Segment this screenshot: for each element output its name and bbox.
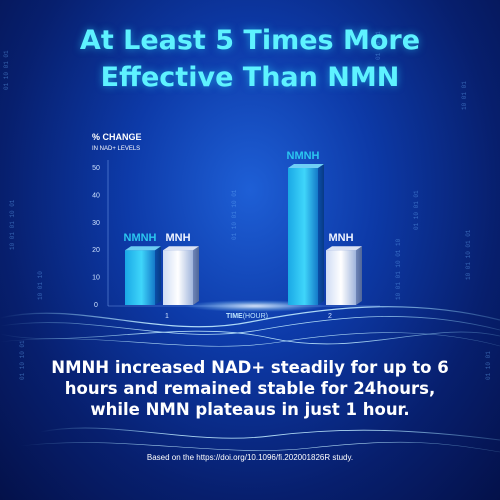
svg-text:01 10 01 01: 01 10 01 01: [3, 50, 10, 90]
y-tick-label: 40: [92, 192, 100, 199]
y-tick-label: 50: [92, 165, 100, 172]
y-axis-label: % CHANGE: [92, 132, 142, 142]
svg-text:10 01 01: 10 01 01: [461, 81, 468, 110]
bar-front: [288, 168, 318, 305]
binary-stream-decoration: 01 10 01 01 10 01 01 10 01 01 10 10 01 1…: [3, 31, 492, 380]
svg-text:10 01 10: 10 01 10: [37, 271, 44, 300]
svg-text:01 10 10 01: 01 10 10 01: [19, 340, 26, 380]
bar-top: [288, 164, 324, 168]
bars-layer: NMNH MNH NMNH MNH: [124, 150, 362, 305]
bar-mnh-2: [326, 246, 362, 305]
study-footnote: Based on the https://doi.org/10.1096/fi.…: [146, 453, 354, 462]
svg-text:01 10 01: 01 10 01: [485, 351, 492, 380]
description-text: NMNH increased NAD+ steadily for up to 6…: [0, 357, 500, 420]
bar-top: [326, 246, 362, 251]
svg-text:10 01 01 10 01 10: 10 01 01 10 01 10: [395, 238, 402, 300]
bar-front: [125, 250, 155, 305]
x-tick-label: 2: [328, 313, 332, 320]
y-tick-label: 30: [92, 220, 100, 227]
y-tick-label: 10: [92, 275, 100, 282]
x-axis-label-bold: TIME: [226, 313, 243, 320]
svg-text:10 01 01 10 01: 10 01 01 10 01: [9, 199, 16, 250]
bar-series-label: NMNH: [287, 150, 320, 162]
bar-series-label: MNH: [165, 232, 190, 244]
bar-side: [155, 246, 161, 305]
description-line-1: NMNH increased NAD+ steadily for up to 6: [51, 358, 449, 377]
description-line-3: while NMN plateaus in just 1 hour.: [90, 400, 410, 419]
bar-mnh-1: [163, 246, 199, 305]
light-wave-decoration: [0, 306, 500, 453]
svg-text:01 10 01: 01 10 01: [375, 31, 382, 60]
svg-text:01 10 01 01: 01 10 01 01: [413, 190, 420, 230]
svg-text:01 10 01 10 01: 01 10 01 10 01: [231, 189, 238, 240]
bar-series-label: NMNH: [124, 232, 157, 244]
bar-top: [163, 246, 199, 251]
y-axis-sublabel: IN NAD+ LEVELS: [92, 146, 140, 152]
bar-nmnh-1: [125, 246, 161, 305]
bar-nmnh-2: [288, 164, 324, 305]
bar-side: [318, 164, 324, 305]
bar-front: [163, 250, 193, 305]
x-axis-label-unit: (HOUR): [243, 313, 268, 320]
x-tick-label: 1: [165, 313, 169, 320]
headline: At Least 5 Times More Effective Than NMN: [0, 22, 500, 96]
description-line-2: hours and remained stable for 24hours,: [64, 379, 436, 398]
bar-side: [356, 246, 362, 305]
bar-top: [125, 246, 161, 251]
y-tick-label: 20: [92, 247, 100, 254]
x-axis-label: TIME(HOUR): [226, 313, 268, 320]
y-tick-label: 0: [94, 302, 98, 309]
y-axis-ticks: 0 10 20 30 40 50: [92, 165, 100, 309]
headline-line-1: At Least 5 Times More: [79, 25, 421, 56]
svg-text:10 01 10 01 01: 10 01 10 01 01: [465, 229, 472, 280]
headline-line-2: Effective Than NMN: [100, 62, 400, 93]
bar-series-label: MNH: [328, 232, 353, 244]
bar-side: [193, 246, 199, 305]
bar-front: [326, 250, 356, 305]
